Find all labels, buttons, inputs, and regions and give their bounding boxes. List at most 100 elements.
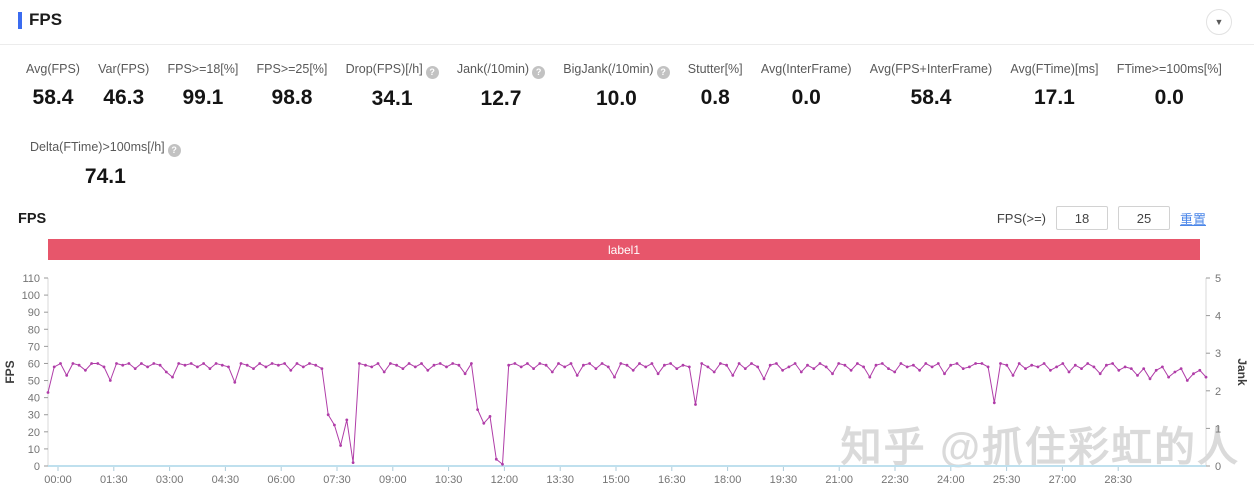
y-tick-label: 40: [28, 393, 40, 405]
data-point: [1061, 362, 1065, 365]
data-point: [84, 368, 87, 372]
data-point: [550, 370, 554, 374]
data-point: [1030, 363, 1034, 367]
data-point: [351, 461, 355, 464]
stat-label: Delta(FTime)>100ms[/h]?: [30, 138, 181, 157]
y-tick-label: 90: [28, 307, 40, 319]
data-point: [1117, 368, 1121, 372]
data-point: [638, 362, 641, 365]
x-tick-label: 21:00: [825, 474, 853, 486]
data-point: [245, 363, 249, 367]
data-point: [382, 370, 386, 374]
data-point: [1198, 368, 1202, 372]
threshold-input-low[interactable]: [1055, 206, 1108, 230]
stat-label: Drop(FPS)[/h]?: [346, 60, 439, 79]
data-point: [277, 363, 280, 367]
data-point: [1105, 363, 1108, 367]
data-point: [326, 413, 330, 417]
data-point: [980, 362, 984, 365]
data-point: [631, 368, 635, 372]
data-point: [694, 403, 697, 406]
chevron-down-icon: ▼: [1214, 16, 1224, 27]
y-tick-label: 1: [1215, 423, 1221, 435]
data-point: [152, 362, 156, 365]
fps-line-chart[interactable]: 0 10 20 30 40 50 60 70 80 90 100 110 0 1 2 3 4 5 00:00 01:3…: [0, 265, 1254, 491]
data-point: [731, 374, 735, 377]
data-point: [706, 365, 710, 369]
x-tick-label: 22:30: [881, 474, 909, 486]
data-point: [357, 362, 361, 365]
data-point: [208, 367, 212, 370]
collapse-button[interactable]: ▼: [1206, 9, 1232, 35]
x-tick-label: 25:30: [993, 474, 1021, 486]
reset-link[interactable]: 重置: [1179, 211, 1206, 227]
help-icon[interactable]: ?: [167, 144, 181, 157]
data-point: [874, 363, 878, 367]
data-point: [270, 362, 274, 365]
data-point: [575, 374, 579, 377]
data-point: [526, 362, 529, 365]
y-tick-label: 70: [28, 341, 40, 353]
data-point: [1055, 365, 1058, 369]
data-point: [177, 362, 181, 365]
x-tick-label: 09:00: [379, 474, 407, 486]
data-point: [930, 365, 934, 369]
data-point: [1173, 370, 1177, 374]
data-point: [1179, 367, 1183, 370]
data-point: [719, 362, 722, 365]
y-tick-label: 60: [28, 358, 40, 370]
x-tick-label: 04:30: [212, 474, 240, 486]
data-point: [445, 365, 448, 369]
data-point: [893, 370, 897, 374]
data-point: [202, 362, 206, 365]
data-point: [532, 367, 535, 370]
y-axis-title-right: Jank: [1235, 358, 1249, 386]
help-icon[interactable]: ?: [532, 66, 546, 79]
help-icon[interactable]: ?: [425, 66, 439, 79]
help-icon[interactable]: ?: [656, 66, 670, 79]
data-point: [650, 362, 654, 365]
data-point: [793, 362, 797, 365]
y-tick-label: 2: [1215, 386, 1221, 398]
data-point: [756, 365, 760, 369]
stats-row-secondary: Delta(FTime)>100ms[/h]? 74.1: [30, 138, 181, 189]
threshold-input-high[interactable]: [1117, 206, 1170, 230]
data-point: [1073, 363, 1077, 367]
y-tick-label: 80: [28, 324, 40, 336]
data-point: [432, 363, 436, 367]
data-point: [370, 365, 374, 369]
data-point: [1049, 368, 1052, 372]
data-point: [924, 362, 928, 365]
data-point: [513, 362, 517, 365]
stat-value: 99.1: [182, 86, 224, 109]
data-point: [999, 362, 1002, 365]
stat-value: 58.4: [910, 86, 952, 109]
data-point: [1017, 362, 1021, 365]
data-point: [781, 368, 784, 372]
data-point: [133, 367, 137, 370]
stat-label: Avg(FPS+InterFrame): [869, 62, 993, 76]
data-point: [252, 367, 255, 370]
fps-line-series[interactable]: [47, 362, 1207, 466]
data-point: [90, 362, 93, 365]
data-point: [108, 379, 112, 382]
y-tick-label: 5: [1215, 273, 1221, 285]
x-tick-label: 01:30: [100, 474, 128, 486]
data-point: [171, 375, 174, 379]
y-tick-label: 3: [1215, 348, 1221, 360]
data-point: [1154, 368, 1158, 372]
data-point: [812, 367, 816, 370]
data-point: [606, 365, 610, 369]
data-point: [59, 362, 62, 365]
stat-item: FPS>=25[%] 98.8: [257, 60, 328, 111]
data-point: [1024, 367, 1027, 370]
data-point: [140, 362, 143, 365]
data-point: [799, 370, 803, 374]
y-tick-label: 100: [22, 290, 40, 302]
data-point: [1005, 363, 1009, 367]
data-point: [775, 362, 778, 365]
page-title: FPS: [29, 10, 63, 29]
data-point: [1148, 377, 1152, 381]
data-point: [675, 367, 679, 370]
data-point: [258, 362, 262, 365]
